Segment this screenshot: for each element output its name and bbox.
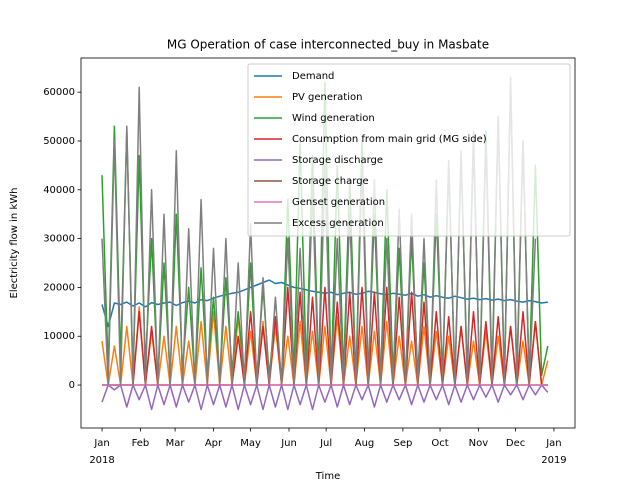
x-tick-label: Oct [431, 438, 448, 449]
x-tick-label: Jul [319, 438, 332, 449]
y-tick-label: 60000 [43, 87, 75, 98]
x-tick-label: Nov [469, 438, 489, 449]
legend-label: Storage charge [292, 176, 369, 187]
x-axis-label: Time [315, 471, 340, 480]
x-tick-label: Mar [166, 438, 186, 449]
y-tick-label: 40000 [43, 185, 75, 196]
y-tick-label: 10000 [43, 331, 75, 342]
x-tick-label: Aug [355, 438, 375, 449]
y-tick-label: 20000 [43, 282, 75, 293]
chart-title: MG Operation of case interconnected_buy … [167, 38, 489, 52]
x-tick-label: Jan [93, 438, 109, 449]
series-line [101, 384, 549, 411]
legend-label: Storage discharge [292, 155, 383, 166]
x-tick-year: 2019 [541, 455, 566, 466]
y-tick-label: 30000 [43, 234, 75, 245]
legend-label: Genset generation [292, 197, 385, 208]
x-tick-label: Feb [132, 438, 150, 449]
x-tick-label: Apr [205, 438, 223, 449]
x-tick-label: May [240, 438, 261, 449]
legend-label: Demand [292, 71, 334, 82]
x-tick-label: Jan [545, 438, 561, 449]
x-tick-label: Sep [393, 438, 412, 449]
legend-label: Excess generation [292, 218, 384, 229]
series-line [101, 306, 549, 386]
y-axis-label: Electricity flow in kWh [9, 188, 20, 299]
axes-frame [80, 57, 576, 429]
legend-label: PV generation [292, 92, 362, 103]
x-tick-label: Jun [280, 438, 297, 449]
legend-box [247, 63, 571, 237]
legend-label: Consumption from main grid (MG side) [292, 134, 487, 145]
y-tick-label: 50000 [43, 136, 75, 147]
legend: Demand PV generation Wind generation Consum… [247, 63, 571, 237]
x-tick-year: 2018 [89, 455, 114, 466]
y-tick-label: 0 [69, 380, 75, 391]
legend-label: Wind generation [292, 113, 375, 124]
x-tick-label: Dec [506, 438, 525, 449]
